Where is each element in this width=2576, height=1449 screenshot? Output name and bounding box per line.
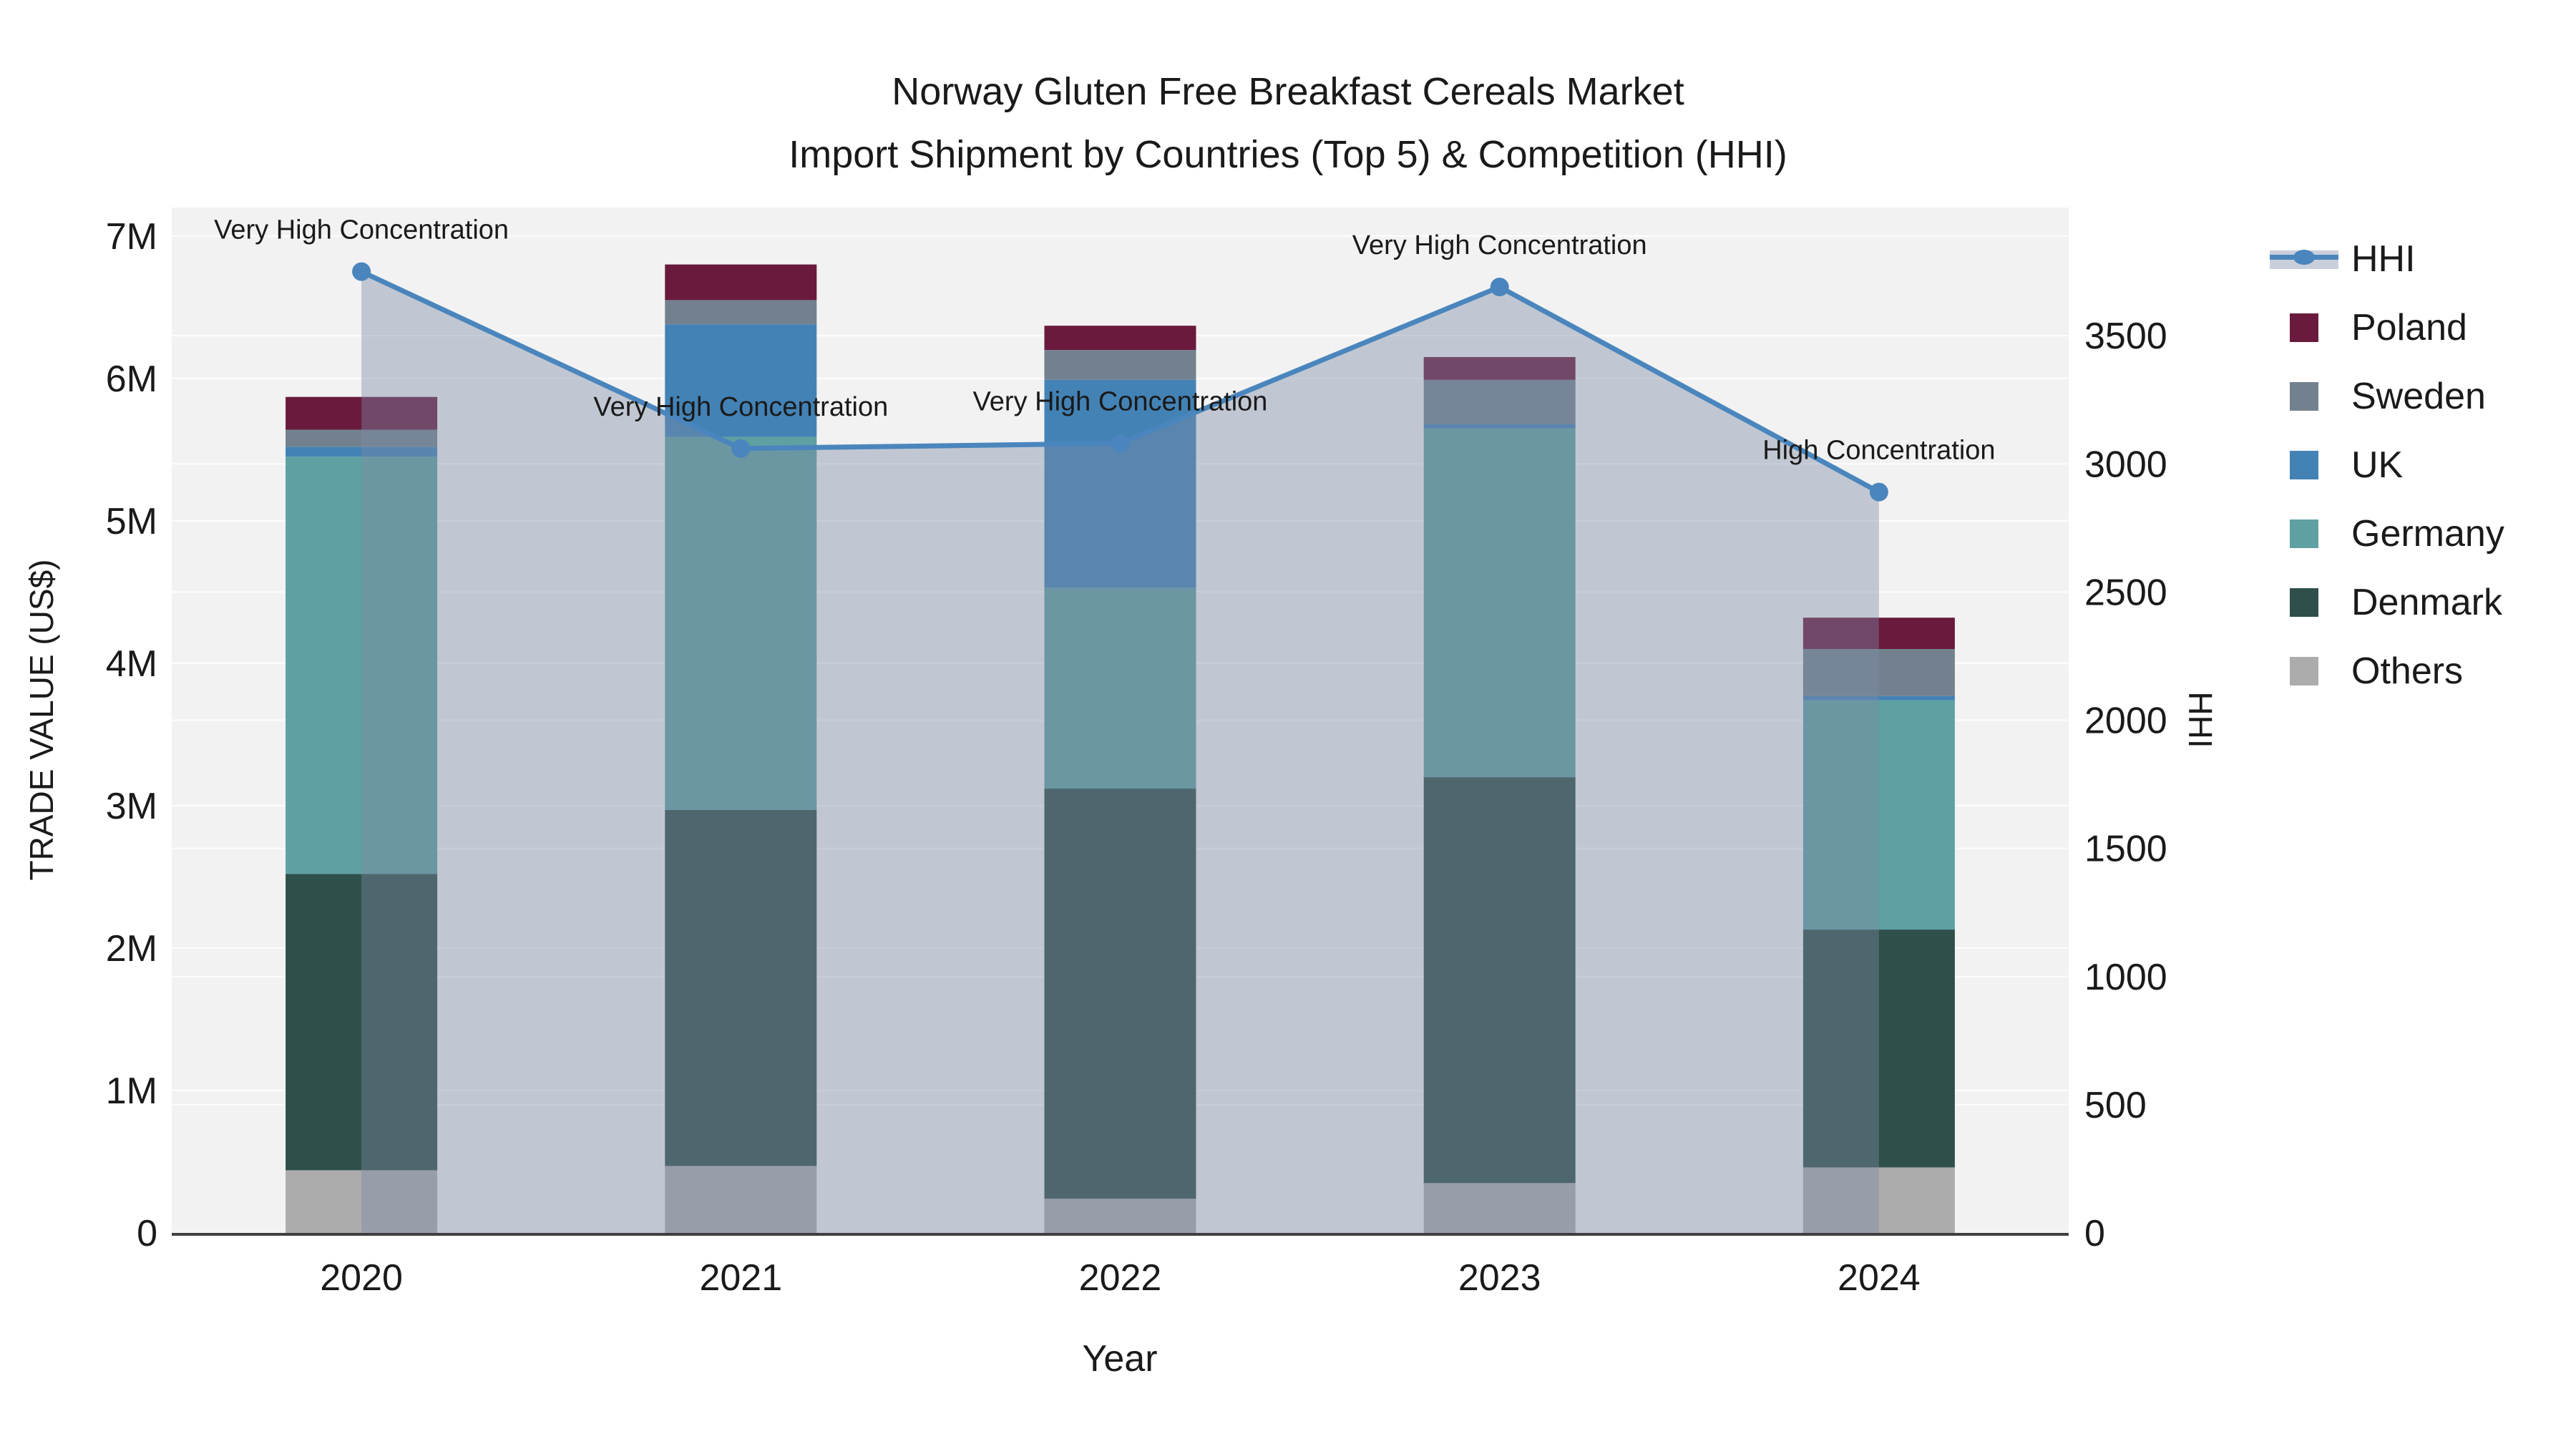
y-left-tick-6M: 6M xyxy=(106,358,157,400)
bar-segment-uk-2022 xyxy=(1044,379,1196,588)
bar-segment-denmark-2024 xyxy=(1802,930,1955,1168)
x-tick-2020: 2020 xyxy=(320,1257,403,1299)
bar-segment-germany-2020 xyxy=(286,457,438,874)
bar-segment-uk-2023 xyxy=(1423,424,1576,429)
bar-segment-sweden-2024 xyxy=(1802,648,1955,696)
y-left-axis-title: TRADE VALUE (US$) xyxy=(23,559,60,881)
y-left-tick-0: 0 xyxy=(137,1213,157,1254)
bar-segment-poland-2023 xyxy=(1423,356,1576,380)
legend-label-uk: UK xyxy=(2351,444,2404,486)
y-right-tick-2000: 2000 xyxy=(2084,701,2167,742)
y-right-tick-2500: 2500 xyxy=(2084,572,2167,613)
legend-item-germany[interactable]: Germany xyxy=(2270,499,2504,568)
bar-segment-germany-2023 xyxy=(1423,428,1576,778)
hhi-fill-area xyxy=(361,271,1879,1233)
y-right-tick-500: 500 xyxy=(2084,1085,2147,1126)
legend-label-denmark: Denmark xyxy=(2351,582,2502,623)
legend-swatch-icon xyxy=(2270,519,2338,548)
bar-segment-sweden-2020 xyxy=(286,429,438,447)
y-right-tick-1500: 1500 xyxy=(2084,829,2167,870)
legend-item-sweden[interactable]: Sweden xyxy=(2270,362,2504,431)
legend-label-hhi: HHI xyxy=(2351,238,2416,280)
x-tick-2022: 2022 xyxy=(1079,1257,1162,1299)
chart-title-line1: Norway Gluten Free Breakfast Cereals Mar… xyxy=(892,70,1684,113)
y-left-tick-3M: 3M xyxy=(106,786,157,827)
hhi-marker-2021 xyxy=(731,439,751,458)
bar-segment-germany-2024 xyxy=(1802,700,1955,930)
legend: HHI Poland Sweden UK Germany Denmark Others xyxy=(2270,225,2504,706)
y-left-tick-5M: 5M xyxy=(106,501,157,542)
chart-title: Norway Gluten Free Breakfast Cereals Mar… xyxy=(0,60,2576,186)
bar-segment-germany-2021 xyxy=(665,436,817,810)
bar-segment-poland-2022 xyxy=(1044,326,1196,351)
bar-segment-uk-2021 xyxy=(665,324,817,437)
bar-segment-denmark-2021 xyxy=(665,809,817,1166)
legend-swatch-icon xyxy=(2270,313,2338,342)
y-right-tick-3000: 3000 xyxy=(2084,444,2167,485)
legend-item-uk[interactable]: UK xyxy=(2270,431,2504,499)
bar-segment-denmark-2022 xyxy=(1044,789,1196,1199)
bar-segment-uk-2020 xyxy=(286,447,438,457)
chart-title-line2: Import Shipment by Countries (Top 5) & C… xyxy=(789,133,1787,176)
y-left-tick-2M: 2M xyxy=(106,928,157,970)
legend-hhi-line-sample-icon xyxy=(2270,249,2338,269)
y-right-tick-0: 0 xyxy=(2084,1213,2105,1254)
bar-segment-germany-2022 xyxy=(1044,587,1196,789)
y-left-tick-7M: 7M xyxy=(106,216,157,258)
hhi-marker-2022 xyxy=(1111,434,1130,453)
legend-swatch-icon xyxy=(2270,382,2338,411)
bar-segment-denmark-2020 xyxy=(286,874,438,1171)
legend-item-others[interactable]: Others xyxy=(2270,637,2504,706)
x-tick-2024: 2024 xyxy=(1838,1257,1921,1299)
bar-segment-others-2020 xyxy=(286,1170,438,1233)
hhi-marker-2020 xyxy=(352,262,371,281)
bar-segment-others-2022 xyxy=(1044,1199,1196,1233)
x-axis-title: Year xyxy=(1082,1338,1158,1380)
bar-segment-others-2021 xyxy=(665,1166,817,1233)
bar-segment-sweden-2021 xyxy=(665,300,817,325)
bar-segment-uk-2024 xyxy=(1802,696,1955,701)
legend-item-hhi[interactable]: HHI xyxy=(2270,225,2504,293)
legend-item-poland[interactable]: Poland xyxy=(2270,293,2504,362)
annotation-2020: Very High Concentration xyxy=(214,215,509,245)
bar-segment-denmark-2023 xyxy=(1423,777,1576,1184)
legend-swatch-icon xyxy=(2270,588,2338,617)
y-right-axis-title: HHI xyxy=(2182,691,2219,748)
legend-swatch-icon xyxy=(2270,657,2338,686)
legend-label-others: Others xyxy=(2351,650,2464,692)
y-right-tick-3500: 3500 xyxy=(2084,316,2167,357)
bar-segment-poland-2024 xyxy=(1802,618,1955,649)
y-left-tick-1M: 1M xyxy=(106,1070,157,1112)
annotation-2023: Very High Concentration xyxy=(1352,230,1647,260)
bar-segment-poland-2021 xyxy=(665,264,817,301)
bar-segment-others-2023 xyxy=(1423,1183,1576,1233)
annotation-2021: Very High Concentration xyxy=(593,392,888,422)
bar-segment-others-2024 xyxy=(1802,1167,1955,1233)
x-tick-2021: 2021 xyxy=(699,1257,782,1299)
legend-item-denmark[interactable]: Denmark xyxy=(2270,568,2504,637)
bar-segment-poland-2020 xyxy=(286,396,438,430)
hhi-marker-2023 xyxy=(1490,278,1509,297)
hhi-marker-2024 xyxy=(1869,482,1888,502)
legend-swatch-icon xyxy=(2270,451,2338,479)
legend-label-poland: Poland xyxy=(2351,307,2467,348)
annotation-2024: High Concentration xyxy=(1762,436,1995,466)
annotation-2022: Very High Concentration xyxy=(973,387,1268,417)
y-left-tick-4M: 4M xyxy=(106,643,157,685)
legend-label-germany: Germany xyxy=(2351,513,2504,555)
bar-segment-sweden-2022 xyxy=(1044,350,1196,380)
y-right-tick-1000: 1000 xyxy=(2084,957,2167,998)
bar-segment-sweden-2023 xyxy=(1423,379,1576,424)
legend-label-sweden: Sweden xyxy=(2351,376,2486,417)
x-tick-2023: 2023 xyxy=(1458,1257,1541,1299)
